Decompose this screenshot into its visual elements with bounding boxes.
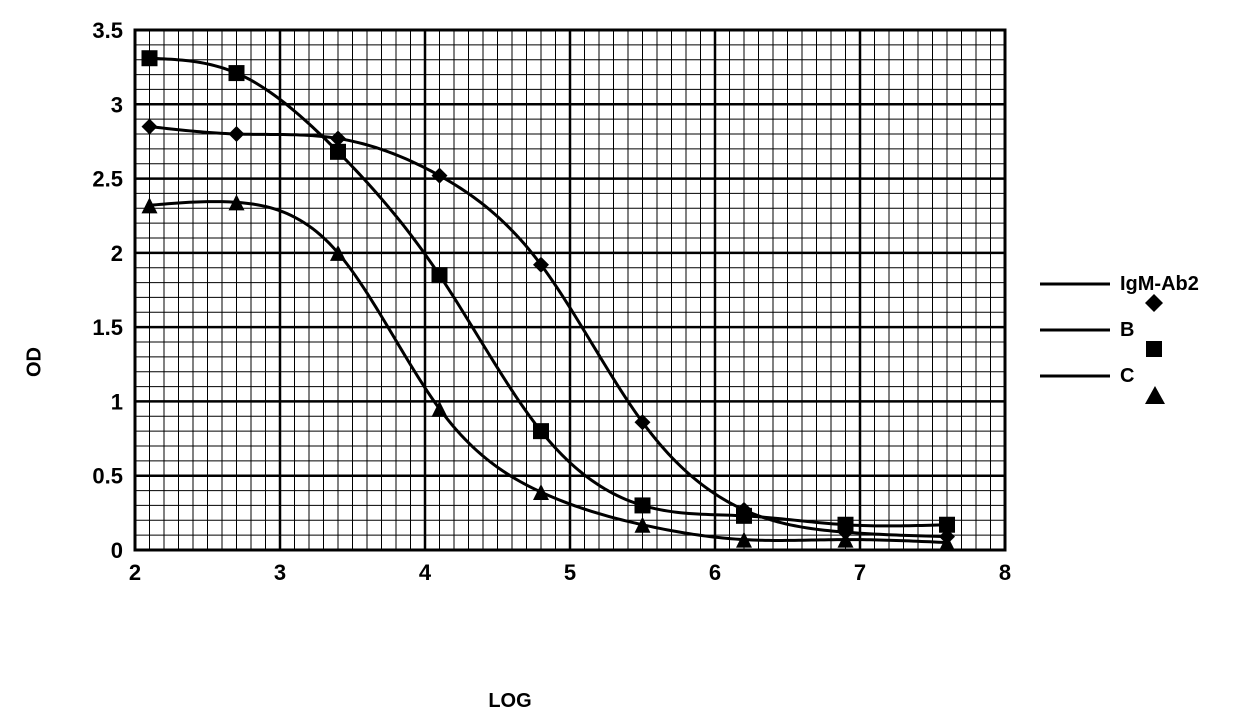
svg-text:1.5: 1.5	[92, 315, 123, 340]
svg-text:3: 3	[111, 92, 123, 117]
svg-text:1: 1	[111, 389, 123, 414]
svg-text:2.5: 2.5	[92, 167, 123, 192]
svg-text:3: 3	[274, 560, 286, 585]
svg-text:0.5: 0.5	[92, 464, 123, 489]
svg-text:2: 2	[111, 241, 123, 266]
legend-line	[1040, 283, 1110, 286]
legend-label: IgM-Ab2	[1120, 273, 1199, 296]
legend-mark	[1040, 364, 1110, 388]
svg-text:6: 6	[709, 560, 721, 585]
legend-mark	[1040, 272, 1110, 296]
y-axis-label: OD	[24, 347, 47, 377]
legend: IgM-Ab2 B C	[1040, 250, 1199, 410]
legend-mark	[1040, 318, 1110, 342]
legend-item: C	[1040, 364, 1199, 388]
svg-text:0: 0	[111, 538, 123, 563]
svg-text:3.5: 3.5	[92, 18, 123, 43]
chart-plot: 2 3 4 5 6 7 8 0 0.5 1 1.5 2 2.5 3 3.5	[70, 10, 1015, 610]
legend-item: B	[1040, 318, 1199, 342]
svg-text:7: 7	[854, 560, 866, 585]
legend-label: B	[1120, 319, 1134, 342]
chart-figure: OD 2 3 4 5 6 7 8 0 0.5 1 1.5 2 2.5 3 3.5 IgM-Ab2 B	[0, 0, 1240, 723]
legend-label: C	[1120, 365, 1134, 388]
legend-line	[1040, 375, 1110, 378]
svg-text:5: 5	[564, 560, 576, 585]
x-axis-label: LOG	[0, 690, 1020, 713]
svg-text:2: 2	[129, 560, 141, 585]
legend-line	[1040, 329, 1110, 332]
legend-item: IgM-Ab2	[1040, 272, 1199, 296]
svg-text:4: 4	[419, 560, 432, 585]
svg-text:8: 8	[999, 560, 1011, 585]
